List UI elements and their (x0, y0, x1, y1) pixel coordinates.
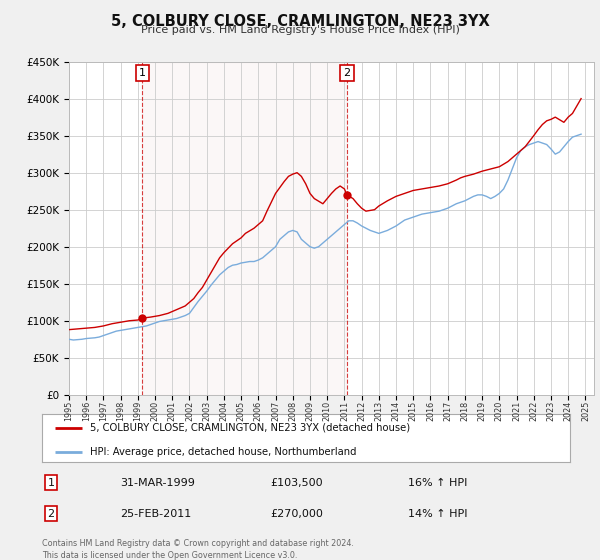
Text: 2024: 2024 (563, 400, 572, 421)
Text: 25-FEB-2011: 25-FEB-2011 (120, 508, 191, 519)
Text: 1: 1 (47, 478, 55, 488)
Text: 1: 1 (139, 68, 146, 78)
Text: 2010: 2010 (323, 400, 332, 421)
Text: £270,000: £270,000 (270, 508, 323, 519)
Text: 16% ↑ HPI: 16% ↑ HPI (408, 478, 467, 488)
Text: 1999: 1999 (133, 400, 142, 421)
Text: 2: 2 (343, 68, 350, 78)
Text: 2025: 2025 (581, 400, 590, 421)
Text: 2008: 2008 (288, 400, 297, 421)
Text: 1996: 1996 (82, 400, 91, 421)
Text: £103,500: £103,500 (270, 478, 323, 488)
Text: 2022: 2022 (529, 400, 538, 421)
Text: 2004: 2004 (220, 400, 229, 421)
Text: HPI: Average price, detached house, Northumberland: HPI: Average price, detached house, Nort… (89, 446, 356, 456)
Text: 2020: 2020 (495, 400, 504, 421)
Bar (142, 62, 347, 395)
Text: 2009: 2009 (305, 400, 314, 421)
Text: 2013: 2013 (374, 400, 383, 421)
Text: 2003: 2003 (202, 400, 211, 421)
Text: 2014: 2014 (392, 400, 401, 421)
Text: 2012: 2012 (357, 400, 366, 421)
Text: 1997: 1997 (99, 400, 108, 421)
Text: Price paid vs. HM Land Registry's House Price Index (HPI): Price paid vs. HM Land Registry's House … (140, 25, 460, 35)
Text: 2000: 2000 (151, 400, 160, 421)
Text: 2: 2 (47, 508, 55, 519)
Text: 5, COLBURY CLOSE, CRAMLINGTON, NE23 3YX: 5, COLBURY CLOSE, CRAMLINGTON, NE23 3YX (110, 14, 490, 29)
Text: 2001: 2001 (168, 400, 177, 421)
Text: 2011: 2011 (340, 400, 349, 421)
Text: 2015: 2015 (409, 400, 418, 421)
Text: 2016: 2016 (426, 400, 435, 421)
Text: 14% ↑ HPI: 14% ↑ HPI (408, 508, 467, 519)
Text: 2005: 2005 (236, 400, 245, 421)
Text: 2006: 2006 (254, 400, 263, 421)
Text: 2007: 2007 (271, 400, 280, 421)
Text: Contains HM Land Registry data © Crown copyright and database right 2024.
This d: Contains HM Land Registry data © Crown c… (42, 539, 354, 559)
Text: 2018: 2018 (460, 400, 469, 421)
Text: 1998: 1998 (116, 400, 125, 421)
Text: 2017: 2017 (443, 400, 452, 421)
Text: 5, COLBURY CLOSE, CRAMLINGTON, NE23 3YX (detached house): 5, COLBURY CLOSE, CRAMLINGTON, NE23 3YX … (89, 423, 410, 433)
Text: 31-MAR-1999: 31-MAR-1999 (120, 478, 195, 488)
Text: 2023: 2023 (547, 400, 556, 421)
Text: 2021: 2021 (512, 400, 521, 421)
Text: 1995: 1995 (65, 400, 74, 421)
Text: 2002: 2002 (185, 400, 194, 421)
Text: 2019: 2019 (478, 400, 487, 421)
